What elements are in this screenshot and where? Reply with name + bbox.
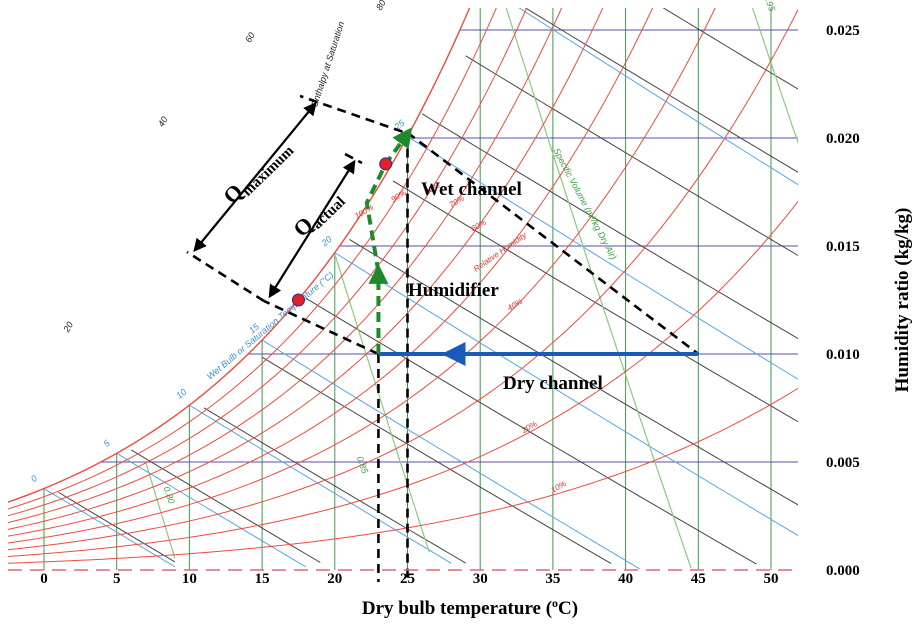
q-actual-label: Qactual <box>288 185 349 245</box>
x-tick-label: 5 <box>113 571 121 587</box>
enthalpy-line <box>392 180 798 423</box>
wet-bulb-line <box>407 136 798 380</box>
specific-volume-line <box>145 462 176 559</box>
specific-volume-curve-title: Specific Volume (m³/kg Dry Air) <box>551 146 618 261</box>
enthalpy-curve-title: Enthalpy at Saturation <box>309 20 346 107</box>
chart-processes <box>186 94 700 582</box>
rh-curve-100 <box>8 8 471 503</box>
enthalpy-label: 60 <box>243 31 257 45</box>
enthalpy-line <box>349 238 798 506</box>
rh-curve-80 <box>8 8 528 517</box>
rh-curve-90 <box>8 8 497 510</box>
specific-volume-line <box>334 253 430 553</box>
wet-bulb-line <box>518 8 798 186</box>
dry-channel-label: Dry channel <box>503 373 603 394</box>
specific-volume-line <box>751 8 798 145</box>
rh-label: 20% <box>519 419 538 435</box>
x-axis-title-main: Dry bulb temperature ( <box>362 598 552 619</box>
x-tick-label: 0 <box>40 571 48 587</box>
enthalpy-line <box>421 113 798 340</box>
rh-curve-10 <box>8 387 798 564</box>
y-tick-label: 0.015 <box>826 239 860 255</box>
enthalpy-line <box>305 297 757 565</box>
svg-text:Qactual: Qactual <box>288 185 349 245</box>
x-tick-label: 10 <box>182 571 197 587</box>
rh-curve-70 <box>8 8 563 524</box>
rh-label: 60% <box>469 218 487 234</box>
x-tick-label: 20 <box>327 571 342 587</box>
wet-bulb-label: 5 <box>102 437 113 449</box>
rh-label: 40% <box>506 297 524 313</box>
rh-curve-50 <box>8 8 654 537</box>
enthalpy-label: 20 <box>61 320 75 335</box>
enthalpy-line <box>58 491 176 563</box>
svg-text:Qmaximum: Qmaximum <box>218 133 298 211</box>
q-maximum-arrow <box>193 101 317 253</box>
enthalpy-line <box>203 407 466 564</box>
rh-label: 100% <box>353 203 375 221</box>
qmax-upper-extension <box>299 94 403 133</box>
enthalpy-label: 80 <box>374 0 388 12</box>
q-maximum-label: Qmaximum <box>218 133 298 211</box>
x-tick-label: 30 <box>473 571 488 587</box>
y-tick-label: 0.025 <box>826 23 860 39</box>
wet-bulb-line <box>553 0 917 16</box>
specific-volume-line <box>505 8 692 569</box>
rh-label: 90% <box>389 188 407 204</box>
wet-channel-label: Wet channel <box>421 179 522 200</box>
enthalpy-line <box>662 8 798 90</box>
rh-curve-30 <box>8 8 798 551</box>
wet-bulb-line <box>43 488 176 568</box>
humidifier-label: Humidifier <box>408 280 499 301</box>
wet-channel-boundary <box>406 131 700 356</box>
rh-curve-60 <box>8 8 604 530</box>
enthalpy-line <box>524 8 798 173</box>
x-axis-title: Dry bulb temperature (oC) <box>362 596 578 619</box>
enthalpy-line <box>261 356 612 565</box>
wet-bulb-line <box>189 404 452 564</box>
chart-axes: 0 5 10 15 20 25 30 35 40 45 50 0.0000.0050.0100.015… <box>8 23 860 587</box>
wet-bulb-line <box>334 252 798 537</box>
rh-label: 10% <box>549 479 567 495</box>
x-tick-label: 50 <box>764 571 779 587</box>
x-tick-label: 15 <box>255 571 270 587</box>
wet-bulb-line <box>261 339 641 570</box>
wet-bulb-label: 10 <box>174 387 188 401</box>
q-actual-arrow <box>268 159 356 299</box>
x-tick-label: 25 <box>400 571 415 587</box>
state-point-actual-outlet <box>379 157 393 171</box>
wet-bulb-line <box>116 452 306 568</box>
wet-bulb-label: 0 <box>29 473 39 484</box>
q-actual-lower-extension <box>263 299 379 356</box>
y-tick-label: 0.005 <box>826 455 860 471</box>
specific-volume-label: 0.95 <box>762 0 778 14</box>
y-tick-label: 0.020 <box>826 131 860 147</box>
specific-volume-label: 0.85 <box>355 455 371 476</box>
enthalpy-label: 40 <box>156 115 170 129</box>
enthalpy-line <box>465 55 798 256</box>
x-axis-title-unit: C) <box>558 598 578 619</box>
x-tick-label: 45 <box>691 571 706 587</box>
x-axis-title-sup: o <box>552 596 558 610</box>
q-maximum-sub: maximum <box>239 143 297 200</box>
state-point-wet-bulb-inlet <box>291 293 305 307</box>
y-axis-title: Humidity ratio (kg/kg) <box>892 208 913 393</box>
rh-curve-20 <box>8 200 798 557</box>
x-tick-label: 40 <box>618 571 633 587</box>
humidifier-line-upper <box>364 127 413 273</box>
y-tick-label: 0.010 <box>826 347 860 363</box>
wet-bulb-label: 20 <box>319 234 334 249</box>
chart-curve-labels: 10%20%40%60%70%80%90%100%051015202520406… <box>29 0 778 505</box>
x-tick-label: 35 <box>545 571 560 587</box>
qmax-lower-extension <box>186 250 265 303</box>
y-tick-label: 0.000 <box>826 563 860 579</box>
q-actual-upper-extension <box>344 152 363 165</box>
